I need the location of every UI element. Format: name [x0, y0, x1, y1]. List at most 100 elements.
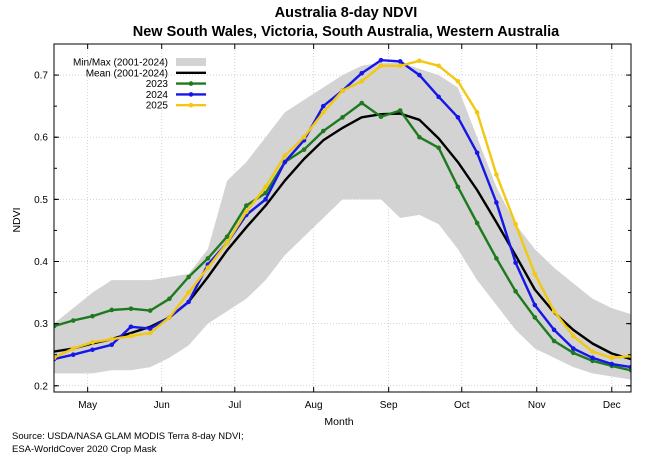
series-point-2024	[320, 103, 326, 109]
series-point-2025	[186, 290, 191, 295]
series-point-2023	[532, 315, 538, 320]
series-point-2025	[551, 308, 557, 314]
series-point-2025	[54, 355, 57, 361]
legend-label: 2025	[146, 101, 169, 112]
series-point-2024	[90, 347, 95, 353]
series-point-2024	[378, 57, 384, 63]
legend-swatch-marker	[188, 92, 194, 97]
series-point-2024	[628, 364, 631, 370]
series-point-2023	[378, 114, 384, 120]
series-point-2025	[224, 240, 230, 246]
legend-label: Min/Max (2001-2024)	[73, 58, 168, 69]
series-point-2023	[397, 108, 403, 113]
series-point-2023	[513, 289, 518, 294]
series-point-2025	[90, 339, 95, 345]
series-point-2025	[320, 110, 326, 115]
series-point-2025	[417, 58, 422, 64]
chart-subtitle: New South Wales, Victoria, South Austral…	[133, 24, 560, 40]
series-point-2025	[244, 209, 249, 215]
x-tick-label: Jul	[228, 400, 241, 411]
series-point-2025	[378, 63, 384, 69]
x-tick-label: Dec	[603, 400, 621, 411]
plot-area	[54, 57, 631, 380]
series-point-2024	[147, 326, 153, 331]
y-tick-label: 0.5	[34, 195, 48, 206]
series-point-2025	[359, 78, 365, 84]
series-point-2024	[436, 94, 441, 100]
series-point-2023	[224, 234, 230, 239]
series-point-2025	[571, 333, 576, 339]
series-point-2024	[609, 361, 615, 367]
series-point-2024	[532, 302, 538, 308]
series-point-2024	[590, 355, 595, 361]
series-point-2023	[90, 313, 95, 319]
series-point-2023	[186, 274, 191, 280]
series-point-2023	[109, 307, 114, 313]
series-point-2025	[70, 346, 76, 351]
series-point-2025	[205, 265, 211, 271]
x-tick-label: Sep	[380, 400, 398, 411]
series-point-2024	[474, 150, 480, 156]
y-tick-label: 0.4	[34, 257, 48, 268]
series-point-2023	[244, 203, 249, 208]
series-point-2023	[205, 256, 211, 261]
series-point-2025	[301, 134, 307, 140]
legend-label: 2024	[146, 90, 169, 101]
series-point-2025	[263, 184, 268, 190]
x-axis-label: Month	[324, 416, 353, 428]
series-point-2024	[571, 346, 576, 351]
series-point-2023	[340, 115, 345, 120]
series-point-2023	[551, 338, 557, 344]
series-point-2025	[513, 221, 518, 227]
series-point-2024	[551, 327, 557, 333]
x-tick-label: Jun	[154, 400, 170, 411]
series-point-2023	[417, 134, 422, 140]
series-point-2025	[340, 88, 345, 93]
series-point-2025	[167, 315, 172, 320]
series-point-2023	[455, 184, 461, 190]
x-tick-label: Nov	[528, 400, 546, 411]
minmax-band	[54, 62, 631, 380]
series-point-2024	[359, 70, 365, 76]
series-point-2023	[54, 323, 57, 329]
series-point-2023	[474, 220, 480, 226]
series-point-2025	[609, 355, 615, 361]
series-point-2024	[513, 260, 518, 266]
legend-label: 2023	[146, 79, 169, 90]
series-point-2025	[436, 63, 441, 69]
series-point-2024	[417, 72, 422, 78]
series-point-2023	[147, 308, 153, 313]
series-point-2024	[282, 159, 288, 165]
series-point-2024	[186, 299, 191, 305]
series-point-2025	[474, 110, 480, 115]
chart-title: Australia 8-day NDVI	[275, 5, 418, 21]
series-point-2023	[167, 296, 172, 302]
series-point-2023	[494, 256, 499, 261]
source-line-1: Source: USDA/NASA GLAM MODIS Terra 8-day…	[12, 431, 244, 442]
series-point-2025	[282, 153, 288, 159]
series-point-2025	[494, 172, 499, 177]
x-tick-label: May	[78, 400, 97, 411]
legend-label: Mean (2001-2024)	[86, 68, 168, 79]
source-line-2: ESA-WorldCover 2020 Crop Mask	[12, 444, 157, 455]
series-point-2025	[532, 271, 538, 277]
series-point-2025	[397, 63, 403, 69]
y-axis-label: NDVI	[11, 207, 23, 232]
series-point-2025	[109, 336, 114, 342]
series-point-2025	[590, 349, 595, 354]
y-tick-label: 0.3	[34, 319, 48, 330]
series-point-2024	[494, 200, 499, 205]
y-tick-label: 0.6	[34, 133, 48, 144]
series-point-2024	[397, 59, 403, 64]
series-point-2024	[70, 352, 76, 358]
series-point-2023	[128, 306, 134, 312]
plot-frame	[53, 43, 632, 393]
legend-swatch-marker	[188, 102, 194, 108]
series-point-2025	[147, 330, 153, 336]
series-point-2023	[571, 350, 576, 356]
series-point-2024	[455, 115, 461, 120]
series-point-2023	[301, 147, 307, 152]
series-point-2024	[109, 342, 114, 348]
series-point-2023	[359, 100, 365, 106]
